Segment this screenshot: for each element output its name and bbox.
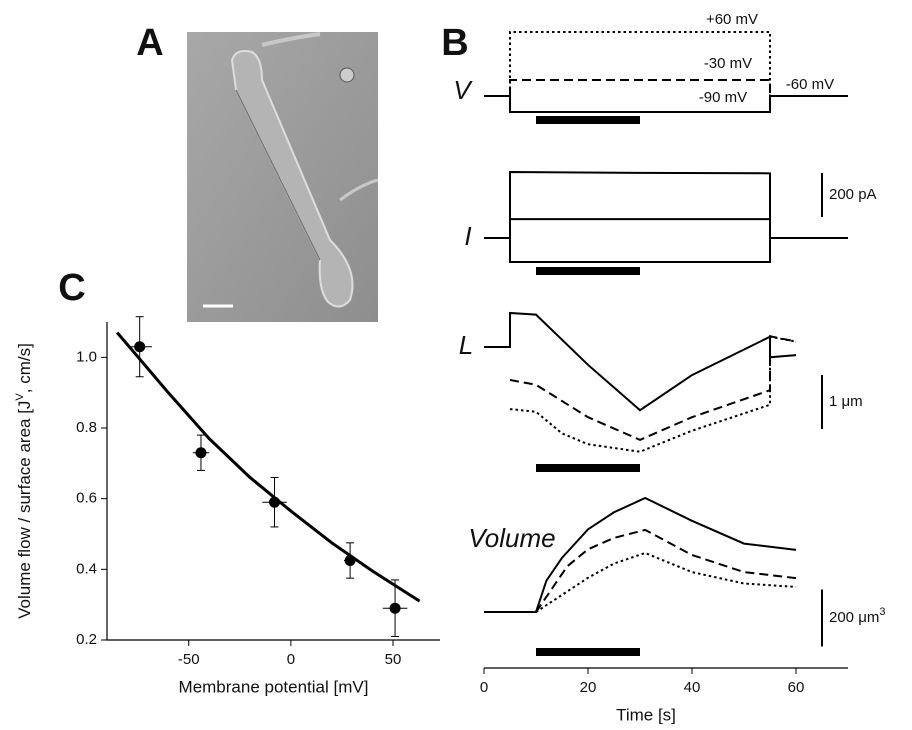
stimulus-bar: [536, 648, 640, 656]
y-tick-label: 0.8: [76, 419, 97, 436]
label: 200 μm3: [829, 606, 885, 626]
fit-curve: [116, 331, 421, 603]
trace: [509, 334, 797, 441]
panel-label: C: [58, 267, 85, 309]
trace: [484, 311, 797, 412]
y-tick-label: 1.0: [76, 348, 97, 365]
x-tick-label: 40: [684, 679, 701, 696]
panel-label: B: [441, 22, 468, 64]
trace-annotation: -30 mV: [704, 55, 752, 72]
x-tick-label: 20: [580, 679, 597, 696]
trace: [484, 94, 848, 113]
row-label: I: [464, 221, 471, 251]
trace: [509, 238, 771, 263]
trace-annotation: -90 mV: [699, 89, 747, 106]
x-tick-label: 60: [788, 679, 805, 696]
trace-annotation: +60 mV: [706, 11, 758, 28]
trace: [535, 528, 797, 613]
x-tick-label: 0: [480, 679, 488, 696]
y-tick-label: 0.4: [76, 560, 97, 577]
x-tick-label: 0: [287, 651, 295, 668]
point: [269, 496, 281, 508]
stimulus-bar: [536, 116, 640, 124]
y-tick-label: 0.2: [76, 631, 97, 648]
label-part: Volume flow / surface area [J: [15, 401, 34, 619]
stimulus-bar: [536, 464, 640, 472]
label: 1 μm: [829, 393, 863, 410]
trace: [509, 218, 771, 238]
trace: [484, 496, 797, 613]
x-tick-label: 50: [385, 651, 402, 668]
point: [344, 555, 356, 566]
panel-label: A: [136, 22, 163, 64]
scale-bar-label: 200 pA: [829, 186, 877, 203]
row-label: V: [453, 75, 473, 105]
row-label: Volume: [468, 523, 555, 553]
x-tick-label: -50: [178, 651, 200, 668]
label-part: 200 μm: [829, 609, 879, 626]
label-part: 1 μm: [829, 393, 863, 410]
trace: [509, 78, 771, 96]
label-part: 3: [879, 606, 885, 618]
label: Volume flow / surface area [JV, cm/s]: [14, 343, 35, 619]
point: [389, 602, 401, 614]
x-axis-title: Membrane potential [mV]: [179, 677, 369, 696]
stimulus-bar: [536, 267, 640, 275]
point: [195, 447, 207, 459]
trace-annotation: -60 mV: [786, 76, 834, 93]
row-label: L: [459, 330, 473, 360]
y-tick-label: 0.6: [76, 490, 97, 507]
trace: [484, 170, 848, 239]
point: [134, 341, 146, 353]
x-axis-title: Time [s]: [616, 705, 676, 724]
label-part: V: [14, 393, 26, 401]
label-part: , cm/s]: [15, 343, 34, 393]
trace: [535, 551, 797, 613]
micrograph: [187, 32, 379, 322]
